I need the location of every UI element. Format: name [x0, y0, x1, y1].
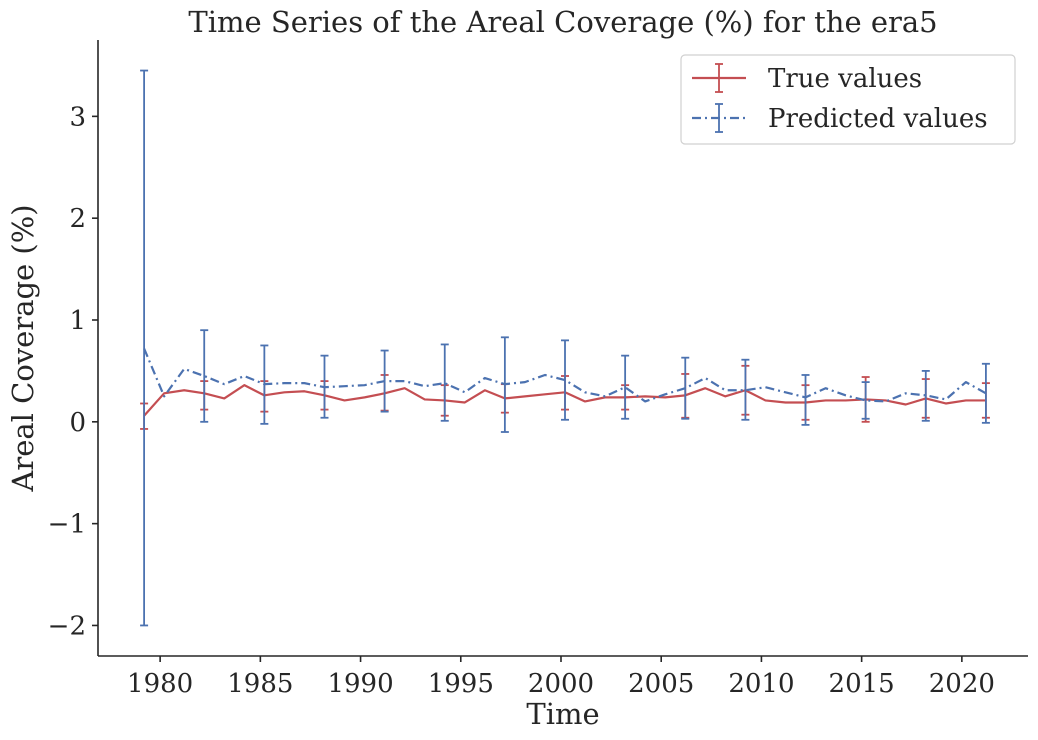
y-axis-ticks: −2 −1 0 1 2 3 — [48, 102, 98, 641]
error-bar — [140, 69, 149, 627]
error-bar — [861, 381, 870, 420]
error-bar — [200, 329, 209, 423]
x-tick-label: 1985 — [227, 669, 293, 699]
y-tick-label: −1 — [48, 510, 86, 540]
error-bar — [440, 343, 449, 422]
x-axis-label: Time — [526, 697, 599, 731]
x-tick-label: 1980 — [127, 669, 193, 699]
error-bar — [320, 354, 329, 419]
x-tick-label: 2010 — [728, 669, 794, 699]
error-bar — [681, 356, 690, 420]
legend-entry: Predicted values — [692, 103, 988, 134]
legend: True values Predicted values — [680, 54, 1016, 145]
x-axis-ticks: 1980 1985 1990 1995 2000 2005 2010 2015 2020 — [127, 656, 995, 699]
chart-title: Time Series of the Areal Coverage (%) fo… — [188, 5, 937, 39]
error-bar — [561, 339, 570, 421]
x-tick-label: 2005 — [628, 669, 694, 699]
error-bar — [921, 370, 930, 422]
error-bar — [801, 374, 810, 426]
y-tick-label: −2 — [48, 611, 86, 641]
error-bar — [981, 362, 990, 424]
error-bar — [380, 349, 389, 413]
error-bar — [741, 358, 750, 421]
y-axis-label: Areal Coverage (%) — [6, 204, 40, 492]
y-tick-label: 3 — [69, 102, 86, 132]
y-tick-label: 2 — [69, 204, 86, 234]
legend-entry: True values — [692, 63, 922, 94]
y-tick-label: 0 — [69, 408, 86, 438]
legend-label: Predicted values — [768, 104, 988, 134]
x-tick-label: 1990 — [327, 669, 393, 699]
error-bar — [621, 354, 630, 420]
error-bar — [500, 336, 509, 433]
error-bar — [260, 344, 269, 425]
plot-area — [140, 69, 990, 627]
legend-label: True values — [768, 64, 922, 94]
x-tick-label: 2015 — [829, 669, 895, 699]
x-tick-label: 2000 — [528, 669, 594, 699]
x-tick-label: 1995 — [428, 669, 494, 699]
x-tick-label: 2020 — [929, 669, 995, 699]
legend-box — [680, 54, 1016, 145]
y-tick-label: 1 — [69, 306, 86, 336]
series-predicted-values — [140, 69, 990, 627]
